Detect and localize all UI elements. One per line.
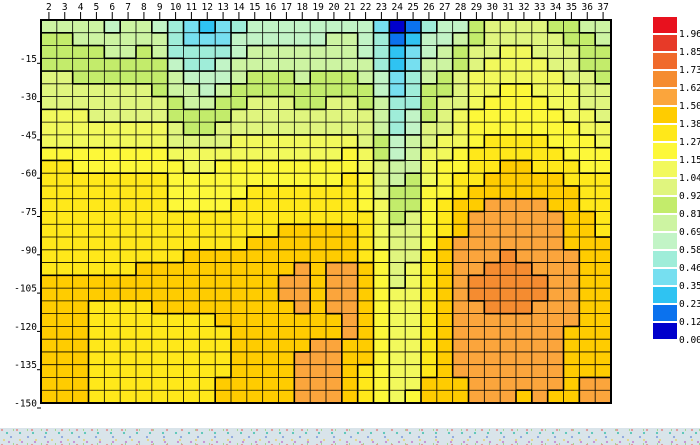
x-tick-label: 14 — [233, 2, 245, 13]
x-tick-label: 28 — [455, 2, 467, 13]
y-axis-labels: -15 -30 -45 -60 -75 -90 -105 -120 -135 -150 — [14, 54, 41, 410]
x-tick-label: 2 — [46, 2, 52, 13]
x-tick-label: 22 — [360, 2, 371, 13]
colorbar-tick-label: 1.62 — [679, 83, 700, 94]
x-tick-label: 21 — [344, 2, 356, 13]
colorbar-tick-label: 1.85 — [679, 47, 700, 58]
heatmap-cells — [41, 20, 612, 404]
x-tick-label: 16 — [265, 2, 277, 13]
x-tick-label: 10 — [170, 2, 182, 13]
grid-lines — [40, 19, 612, 404]
y-tick-label: -120 — [14, 322, 37, 333]
colorbar-tick-label: 0.58 — [679, 245, 700, 256]
x-tick-label: 5 — [94, 2, 100, 13]
colorbar-tick-label: 0.23 — [679, 299, 700, 310]
x-tick-label: 24 — [392, 2, 404, 13]
colorbar-tick-label: 0.92 — [679, 191, 700, 202]
x-tick-label: 35 — [566, 2, 577, 13]
plot-border — [40, 19, 612, 404]
x-tick-label: 6 — [109, 2, 115, 13]
colorbar-tick-label: 1.38 — [679, 119, 700, 130]
x-tick-label: 17 — [281, 2, 292, 13]
contour-plot: 2 3 4 5 6 7 8 9 10 11 12 13 14 15 16 17 18 19 20 21 22 23 24 25… — [14, 2, 700, 410]
x-tick-label: 25 — [407, 2, 418, 13]
x-tick-label: 32 — [518, 2, 529, 13]
x-tick-label: 11 — [186, 2, 198, 13]
colorbar-tick-label: 1.15 — [679, 155, 700, 166]
x-tick-label: 31 — [502, 2, 514, 13]
colorbar-tick-label: 1.04 — [679, 173, 700, 184]
x-tick-label: 7 — [125, 2, 131, 13]
x-tick-label: 26 — [423, 2, 435, 13]
y-tick-label: -150 — [14, 399, 37, 410]
colorbar-labels: 1.96 1.85 1.73 1.62 1.50 1.38 1.27 1.15 1.04 0.92… — [679, 29, 700, 346]
y-tick-label: -30 — [20, 92, 37, 103]
colorbar-tick-label: 1.96 — [679, 29, 700, 40]
x-tick-label: 3 — [62, 2, 68, 13]
footer-texture-strip — [0, 428, 700, 445]
y-tick-label: -135 — [14, 360, 37, 371]
colorbar-tick-label: 0.46 — [679, 263, 700, 274]
colorbar-tick-label: 1.27 — [679, 137, 700, 148]
x-tick-label: 37 — [597, 2, 608, 13]
colorbar-tick-label: 1.73 — [679, 65, 700, 76]
x-tick-label: 18 — [297, 2, 309, 13]
colorbar-tick-label: 0.35 — [679, 281, 700, 292]
x-tick-label: 29 — [471, 2, 483, 13]
y-tick-label: -15 — [20, 54, 37, 65]
colorbar-tick-label: 0.12 — [679, 317, 700, 328]
x-tick-label: 23 — [376, 2, 387, 13]
colorbar-tick-label: 0.69 — [679, 227, 700, 238]
x-axis-labels: 2 3 4 5 6 7 8 9 10 11 12 13 14 15 16 17 18 19 20 21 22 23 24 25… — [46, 2, 609, 19]
colorbar — [653, 17, 677, 339]
x-tick-label: 4 — [78, 2, 84, 13]
colorbar-tick-label: 1.50 — [679, 101, 700, 112]
colorbar-tick-label: 0.00 — [679, 335, 700, 346]
y-tick-label: -105 — [14, 284, 37, 295]
y-tick-label: -60 — [20, 169, 37, 180]
colorbar-tick-label: 0.81 — [679, 209, 700, 220]
x-tick-label: 12 — [202, 2, 213, 13]
x-tick-label: 30 — [487, 2, 499, 13]
x-tick-label: 19 — [312, 2, 324, 13]
x-tick-label: 9 — [157, 2, 163, 13]
x-tick-label: 13 — [217, 2, 228, 13]
x-tick-label: 27 — [439, 2, 450, 13]
x-tick-label: 20 — [328, 2, 340, 13]
x-tick-label: 8 — [141, 2, 147, 13]
x-tick-label: 36 — [582, 2, 594, 13]
y-tick-label: -45 — [20, 130, 37, 141]
y-tick-label: -90 — [20, 245, 37, 256]
y-tick-label: -75 — [20, 207, 37, 218]
x-tick-label: 15 — [249, 2, 260, 13]
x-tick-label: 33 — [534, 2, 545, 13]
x-tick-label: 34 — [550, 2, 562, 13]
